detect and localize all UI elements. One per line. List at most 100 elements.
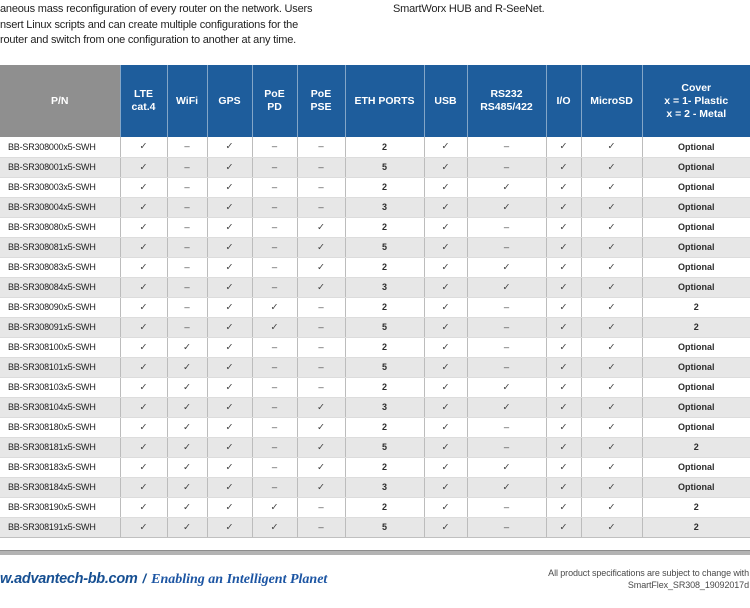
table-row: BB-SR308181x5-SWH ✓ ✓ ✓ – ✓ 5 ✓ – ✓ ✓ 2 <box>0 437 750 458</box>
cell-microsd: ✓ <box>581 497 643 518</box>
cell-gps: ✓ <box>207 177 253 198</box>
column-header-cover: Cover x = 1- Plastic x = 2 - Metal <box>642 65 750 137</box>
cell-eth: 2 <box>345 297 425 318</box>
table-row: BB-SR308101x5-SWH ✓ ✓ ✓ – –5 ✓ – ✓ ✓ Optional <box>0 357 750 378</box>
cell-io: ✓ <box>546 437 582 458</box>
cell-cover: 2 <box>642 517 750 538</box>
cell-eth: 2 <box>345 137 425 158</box>
cell-cover: Optional <box>642 477 750 498</box>
cell-usb: ✓ <box>424 157 468 178</box>
table-row: BB-SR308180x5-SWH ✓ ✓ ✓ – ✓ 2 ✓ – ✓ ✓ Optional <box>0 417 750 438</box>
cell-microsd: ✓ <box>581 277 643 298</box>
cell-poe_pse: – <box>297 157 346 178</box>
cell-lte: ✓ <box>120 497 168 518</box>
cell-io: ✓ <box>546 337 582 358</box>
cell-io: ✓ <box>546 317 582 338</box>
cell-pn: BB-SR308184x5-SWH <box>0 477 121 498</box>
cell-poe_pse: – <box>297 177 346 198</box>
cell-poe_pd: – <box>252 397 298 418</box>
cell-poe_pd: – <box>252 337 298 358</box>
cell-microsd: ✓ <box>581 237 643 258</box>
cell-eth: 5 <box>345 437 425 458</box>
cell-pn: BB-SR308180x5-SWH <box>0 417 121 438</box>
cell-pn: BB-SR308003x5-SWH <box>0 177 121 198</box>
product-variants-table: P/N LTE cat.4 WiFi GPS PoE PD PoE PSE ETH PORTS US… <box>0 65 750 538</box>
column-header-pn: P/N <box>0 65 121 137</box>
cell-microsd: ✓ <box>581 177 643 198</box>
intro-paragraph: aneous mass reconfiguration of every rou… <box>0 2 372 49</box>
cell-rs232: ✓ <box>467 477 547 498</box>
website-link[interactable]: w.advantech-bb.com <box>0 571 138 587</box>
cell-gps: ✓ <box>207 137 253 158</box>
cell-io: ✓ <box>546 177 582 198</box>
cell-lte: ✓ <box>120 297 168 318</box>
cell-usb: ✓ <box>424 377 468 398</box>
column-header-rs232: RS232 RS485/422 <box>467 65 547 137</box>
cell-gps: ✓ <box>207 417 253 438</box>
cell-microsd: ✓ <box>581 217 643 238</box>
cell-usb: ✓ <box>424 337 468 358</box>
cell-lte: ✓ <box>120 517 168 538</box>
cell-eth: 2 <box>345 217 425 238</box>
cell-pn: BB-SR308090x5-SWH <box>0 297 121 318</box>
cell-poe_pse: – <box>297 137 346 158</box>
cell-rs232: – <box>467 357 547 378</box>
cell-eth: 2 <box>345 177 425 198</box>
column-header-wifi: WiFi <box>167 65 208 137</box>
table-row: BB-SR308103x5-SWH ✓ ✓ ✓ – –2 ✓ ✓ ✓ ✓ Optional <box>0 377 750 398</box>
cell-cover: Optional <box>642 137 750 158</box>
cell-rs232: – <box>467 337 547 358</box>
cell-lte: ✓ <box>120 157 168 178</box>
cell-pn: BB-SR308001x5-SWH <box>0 157 121 178</box>
cell-eth: 5 <box>345 357 425 378</box>
table-row: BB-SR308004x5-SWH ✓ – ✓ – –3 ✓ ✓ ✓ ✓ Optional <box>0 197 750 218</box>
cell-gps: ✓ <box>207 517 253 538</box>
cell-cover: Optional <box>642 157 750 178</box>
cell-pn: BB-SR308080x5-SWH <box>0 217 121 238</box>
table-row: BB-SR308183x5-SWH ✓ ✓ ✓ – ✓ 2 ✓ ✓ ✓ ✓ Optional <box>0 457 750 478</box>
cell-cover: Optional <box>642 417 750 438</box>
cell-poe_pd: – <box>252 137 298 158</box>
cell-poe_pd: – <box>252 157 298 178</box>
cell-eth: 2 <box>345 337 425 358</box>
column-header-usb: USB <box>424 65 468 137</box>
cell-microsd: ✓ <box>581 337 643 358</box>
cell-gps: ✓ <box>207 297 253 318</box>
cell-poe_pd: – <box>252 457 298 478</box>
cell-rs232: – <box>467 137 547 158</box>
cell-wifi: – <box>167 317 208 338</box>
cell-gps: ✓ <box>207 437 253 458</box>
cell-pn: BB-SR308103x5-SWH <box>0 377 121 398</box>
cell-pn: BB-SR308183x5-SWH <box>0 457 121 478</box>
column-header-gps: GPS <box>207 65 253 137</box>
cell-eth: 2 <box>345 377 425 398</box>
cell-usb: ✓ <box>424 177 468 198</box>
table-header: P/N LTE cat.4 WiFi GPS PoE PD PoE PSE ETH PORTS US… <box>0 65 750 137</box>
cell-io: ✓ <box>546 297 582 318</box>
table-row: BB-SR308190x5-SWH ✓ ✓ ✓ ✓ –2 ✓ – ✓ ✓ 2 <box>0 497 750 518</box>
cell-wifi: ✓ <box>167 477 208 498</box>
cell-microsd: ✓ <box>581 357 643 378</box>
cell-io: ✓ <box>546 517 582 538</box>
cell-poe_pse: – <box>297 517 346 538</box>
cell-poe_pse: – <box>297 497 346 518</box>
cell-io: ✓ <box>546 217 582 238</box>
cell-io: ✓ <box>546 157 582 178</box>
cell-microsd: ✓ <box>581 157 643 178</box>
cell-rs232: ✓ <box>467 277 547 298</box>
cell-gps: ✓ <box>207 317 253 338</box>
cell-poe_pse: – <box>297 197 346 218</box>
table-row: BB-SR308191x5-SWH ✓ ✓ ✓ ✓ –5 ✓ – ✓ ✓ 2 <box>0 517 750 538</box>
table-row: BB-SR308184x5-SWH ✓ ✓ ✓ – ✓ 3 ✓ ✓ ✓ ✓ Optional <box>0 477 750 498</box>
cell-lte: ✓ <box>120 357 168 378</box>
cell-poe_pse: ✓ <box>297 217 346 238</box>
table-row: BB-SR308104x5-SWH ✓ ✓ ✓ – ✓ 3 ✓ ✓ ✓ ✓ Optional <box>0 397 750 418</box>
cell-poe_pse: ✓ <box>297 437 346 458</box>
cell-poe_pse: ✓ <box>297 397 346 418</box>
cell-io: ✓ <box>546 377 582 398</box>
cell-usb: ✓ <box>424 417 468 438</box>
cell-microsd: ✓ <box>581 197 643 218</box>
cell-io: ✓ <box>546 137 582 158</box>
cell-lte: ✓ <box>120 397 168 418</box>
cell-poe_pse: ✓ <box>297 477 346 498</box>
